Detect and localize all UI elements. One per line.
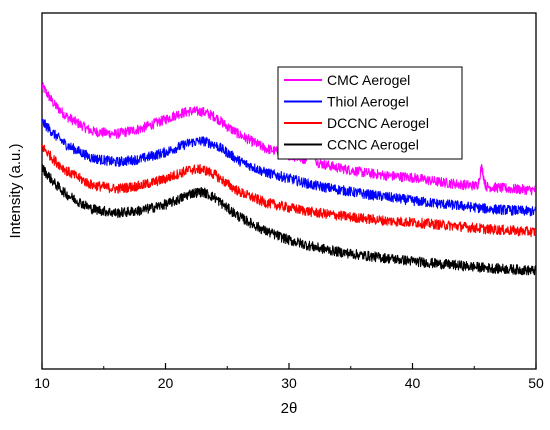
x-tick-label: 20 — [158, 375, 174, 391]
series-line-thiol-aerogel — [42, 118, 536, 217]
legend-label: CCNC Aerogel — [327, 137, 419, 153]
x-tick-label: 50 — [528, 375, 544, 391]
plot-area: 10 20 30 40 50 — [34, 12, 544, 391]
x-tick-label: 40 — [405, 375, 421, 391]
x-axis-title: 2θ — [281, 400, 298, 417]
y-axis-title: Intensity (a.u.) — [7, 143, 24, 238]
series-line-ccnc-aerogel — [42, 163, 536, 276]
x-tick-label: 30 — [281, 375, 297, 391]
legend: CMC Aerogel Thiol Aerogel DCCNC Aerogel CCN… — [277, 66, 463, 160]
x-tick-label: 10 — [34, 375, 50, 391]
legend-label: CMC Aerogel — [327, 72, 410, 88]
series-line-cmc-aerogel — [42, 82, 536, 196]
legend-label: DCCNC Aerogel — [327, 115, 429, 131]
plot-frame — [41, 12, 537, 370]
x-axis-ticks: 10 20 30 40 50 — [34, 363, 544, 391]
series-layer — [42, 82, 536, 276]
legend-label: Thiol Aerogel — [327, 94, 409, 110]
series-line-dccnc-aerogel — [42, 144, 536, 238]
